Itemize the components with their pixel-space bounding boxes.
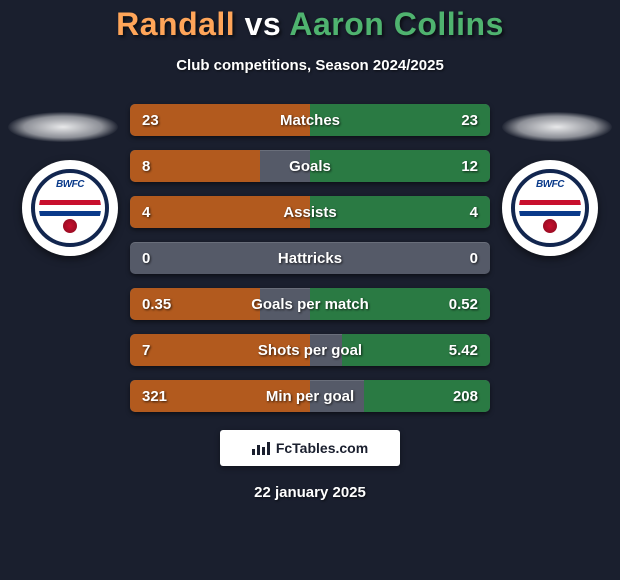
player1-name: Randall bbox=[116, 6, 235, 42]
chart-icon bbox=[252, 441, 270, 455]
stat-row: 44Assists bbox=[130, 196, 490, 228]
team-badge-right: BWFC bbox=[502, 160, 598, 256]
spotlight-left bbox=[8, 112, 118, 142]
site-badge: FcTables.com bbox=[220, 430, 400, 466]
stat-row: 75.42Shots per goal bbox=[130, 334, 490, 366]
stat-row: 0.350.52Goals per match bbox=[130, 288, 490, 320]
stat-row: 812Goals bbox=[130, 150, 490, 182]
stat-label: Shots per goal bbox=[130, 334, 490, 366]
stats-bars: 2323Matches 812Goals 44Assists 00Hattricks 0… bbox=[130, 104, 490, 412]
stat-label: Goals bbox=[130, 150, 490, 182]
stat-label: Min per goal bbox=[130, 380, 490, 412]
badge-monogram: BWFC bbox=[519, 179, 581, 190]
page-title: Randall vs Aaron Collins bbox=[0, 0, 620, 43]
footer-date: 22 january 2025 bbox=[0, 484, 620, 501]
spotlight-right bbox=[502, 112, 612, 142]
badge-monogram: BWFC bbox=[39, 179, 101, 190]
comparison-stage: BWFC BWFC 2323Matches 812Goals 44Assists 00… bbox=[0, 104, 620, 412]
site-name: FcTables.com bbox=[276, 440, 368, 456]
vs-text: vs bbox=[245, 6, 282, 42]
stat-label: Assists bbox=[130, 196, 490, 228]
stat-label: Goals per match bbox=[130, 288, 490, 320]
team-badge-left: BWFC bbox=[22, 160, 118, 256]
player2-name: Aaron Collins bbox=[289, 6, 504, 42]
stat-label: Hattricks bbox=[130, 242, 490, 274]
stat-label: Matches bbox=[130, 104, 490, 136]
stat-row: 321208Min per goal bbox=[130, 380, 490, 412]
stat-row: 2323Matches bbox=[130, 104, 490, 136]
subtitle: Club competitions, Season 2024/2025 bbox=[0, 57, 620, 74]
stat-row: 00Hattricks bbox=[130, 242, 490, 274]
